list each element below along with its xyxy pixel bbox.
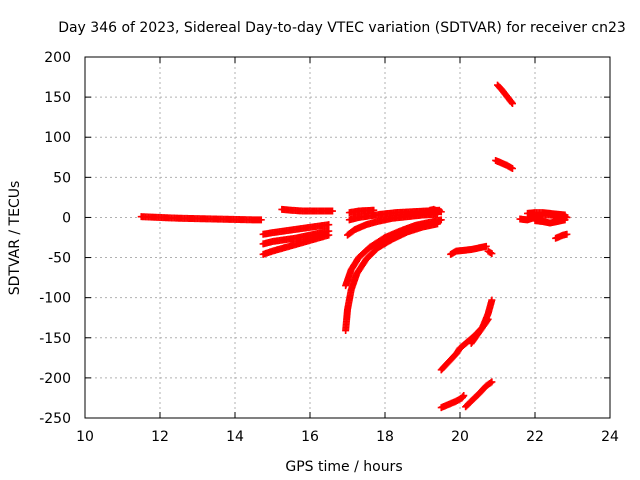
y-tick-label: -250 — [39, 411, 71, 427]
x-tick-label: 24 — [601, 429, 619, 445]
data-point — [487, 249, 495, 257]
x-tick-label: 22 — [526, 429, 544, 445]
data-point — [563, 230, 571, 238]
x-tick-label: 18 — [376, 429, 394, 445]
y-tick-label: 150 — [44, 90, 71, 106]
y-tick-label: -200 — [39, 371, 71, 387]
series-arc-14 — [437, 392, 468, 412]
series-arc-10 — [345, 206, 378, 217]
series-arc-4 — [259, 231, 333, 258]
data-point — [370, 206, 378, 214]
y-tick-label: 50 — [53, 170, 71, 186]
data-point — [329, 207, 336, 215]
chart-title: Day 346 of 2023, Sidereal Day-to-day VTE… — [58, 20, 626, 36]
data-point — [257, 216, 265, 224]
series-arc-23 — [552, 230, 571, 242]
y-tick-label: -50 — [48, 251, 71, 267]
x-tick-label: 10 — [76, 429, 94, 445]
data-point — [509, 100, 516, 108]
y-tick-label: -100 — [39, 291, 71, 307]
x-tick-label: 14 — [226, 429, 244, 445]
series-arc-11 — [426, 205, 445, 216]
series-arc-15 — [462, 378, 496, 411]
series-arc-16 — [447, 242, 490, 258]
x-tick-label: 16 — [301, 429, 319, 445]
data-point — [488, 296, 496, 304]
data-point — [488, 250, 496, 258]
x-tick-label: 20 — [451, 429, 469, 445]
data-point — [437, 208, 445, 216]
data-point — [325, 221, 333, 229]
data-point — [325, 231, 333, 239]
x-tick-label: 12 — [151, 429, 169, 445]
series-arc-1 — [137, 213, 265, 224]
data-point — [460, 392, 468, 400]
series-arc-22 — [531, 216, 569, 227]
y-axis-label: SDTVAR / TECUs — [7, 181, 23, 296]
plot-frame — [84, 56, 611, 419]
data-point — [561, 216, 569, 224]
series-arc-8 — [344, 210, 441, 239]
data-point — [509, 165, 516, 173]
y-tick-label: 100 — [44, 130, 71, 146]
series-arc-18 — [494, 81, 516, 108]
data-point — [482, 242, 490, 250]
series-arc-21 — [524, 209, 569, 219]
data-points — [137, 81, 571, 412]
series-arc-3 — [259, 227, 333, 248]
data-point — [488, 378, 496, 386]
series-arc-19 — [492, 156, 516, 173]
series-arc-13 — [467, 296, 496, 347]
x-axis-label: GPS time / hours — [285, 459, 402, 475]
series-arc-2 — [259, 221, 333, 238]
axis-ticks: 10 12 14 16 18 20 22 24 200 150 100 50 0 -50 -100 -150 -… — [39, 50, 619, 445]
y-tick-label: -150 — [39, 331, 71, 347]
y-tick-label: 0 — [62, 210, 71, 226]
series-arc-17 — [484, 247, 496, 258]
data-point — [487, 379, 495, 387]
series-arc-5 — [278, 205, 336, 215]
data-point — [437, 216, 445, 224]
series-arc-7 — [342, 216, 445, 290]
y-tick-label: 200 — [44, 50, 71, 66]
